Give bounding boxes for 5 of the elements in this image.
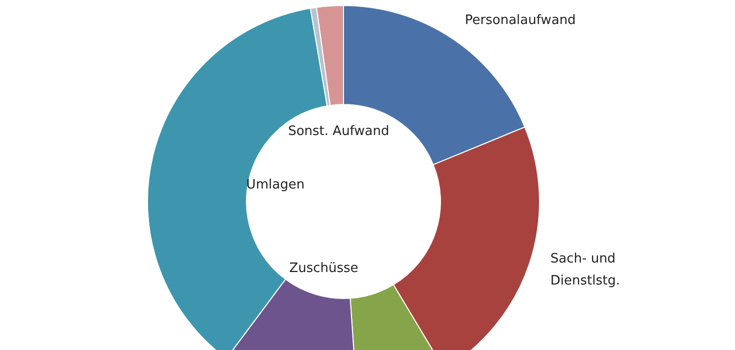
slice-label: Sach- und Dienstlstg.: [550, 252, 620, 289]
slice-label: Umlagen: [246, 178, 305, 193]
slice-label: Personalaufwand: [464, 12, 576, 28]
slice-label: Zuschüsse: [289, 261, 358, 276]
slice-label: Sonst. Aufwand: [288, 124, 390, 140]
